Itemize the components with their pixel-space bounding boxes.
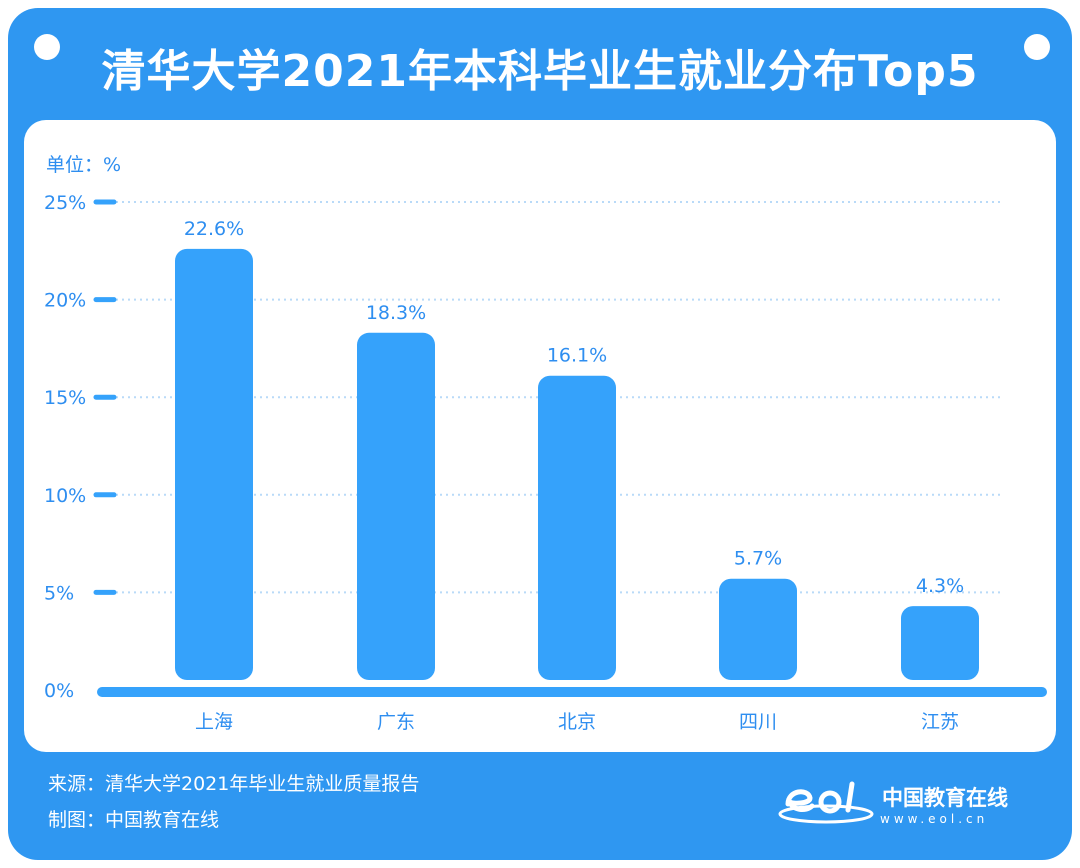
chart-title: 清华大学2021年本科毕业生就业分布Top5 (101, 46, 979, 97)
category-label: 北京 (558, 711, 596, 733)
eol-logo-icon (778, 781, 874, 824)
decorative-dot-right (1024, 34, 1050, 60)
y-tick-label: 5% (44, 582, 74, 604)
bar (901, 606, 979, 680)
y-tick-label: 0% (44, 680, 74, 702)
y-tick-label: 15% (44, 387, 86, 409)
credit-text: 制图：中国教育在线 (48, 809, 220, 831)
bar (538, 375, 616, 680)
bar-chart: 0% 5% 10% 15% 20% 25% 22.6% 上海 18.3% 广东 16.1% 北京 5.7… (44, 192, 1047, 733)
footer: 来源：清华大学2021年毕业生就业质量报告 制图：中国教育在线 (48, 766, 419, 838)
y-tick-label: 25% (44, 192, 86, 214)
data-label: 16.1% (547, 345, 607, 367)
category-label: 广东 (377, 711, 415, 733)
data-label: 4.3% (916, 575, 964, 597)
category-label: 上海 (195, 711, 233, 733)
logo-url: www.eol.cn (880, 812, 989, 826)
bar (357, 332, 435, 680)
unit-label: 单位：% (46, 154, 122, 176)
data-label: 18.3% (366, 302, 426, 324)
data-label: 5.7% (734, 548, 782, 570)
source-text: 来源：清华大学2021年毕业生就业质量报告 (48, 773, 420, 795)
category-label: 四川 (739, 711, 777, 733)
y-tick-label: 10% (44, 485, 86, 507)
decorative-dot-left (34, 34, 60, 60)
category-label: 江苏 (921, 711, 959, 733)
bar (175, 248, 253, 680)
logo-name: 中国教育在线 (882, 786, 1008, 810)
y-tick-label: 20% (44, 290, 86, 312)
eol-logo: 中国教育在线 www.eol.cn (778, 774, 1048, 834)
chart-frame: 清华大学2021年本科毕业生就业分布Top5 单位：% 0% 5% 10% 15% 20… (8, 8, 1072, 860)
bar (719, 578, 797, 680)
chart-panel: 单位：% 0% 5% 10% 15% 20% 25% 22.6% 上海 18.3% 广东 16.1%… (24, 120, 1056, 752)
data-label: 22.6% (184, 218, 244, 240)
